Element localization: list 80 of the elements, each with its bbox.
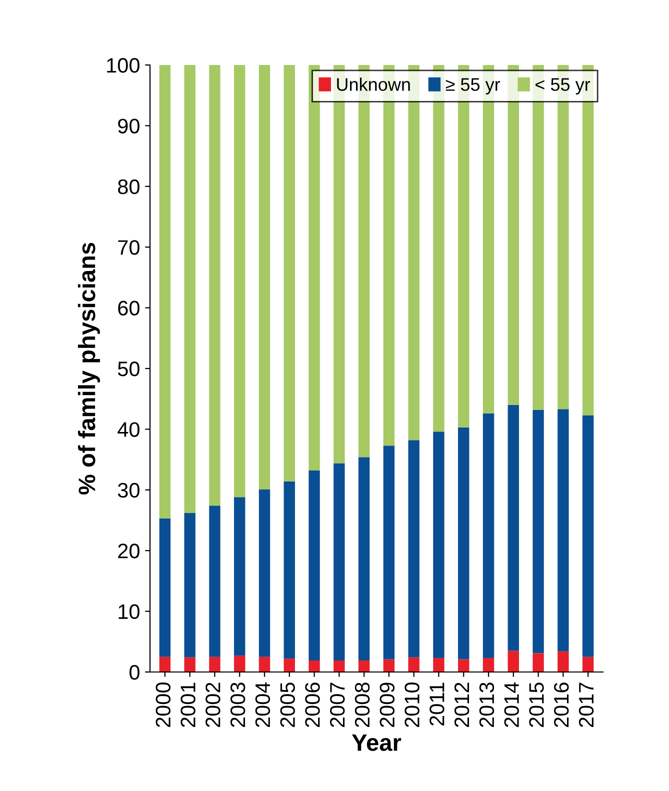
bar <box>234 65 246 498</box>
bar <box>582 656 594 672</box>
bar <box>482 658 494 672</box>
y-tick-label: 10 <box>118 604 140 620</box>
bar <box>234 497 246 656</box>
bar <box>334 463 345 660</box>
bar <box>508 404 519 651</box>
bar <box>258 656 270 672</box>
bar <box>284 658 295 672</box>
bar <box>458 659 470 672</box>
legend-label: ≥ 55 yr <box>446 78 500 94</box>
x-tick-label: 2012 <box>454 682 470 728</box>
bar <box>358 457 370 660</box>
bar <box>184 512 196 658</box>
bar <box>458 427 470 660</box>
x-tick-label: 2009 <box>380 682 395 728</box>
bar <box>383 446 395 660</box>
x-tick-label: 2000 <box>156 682 171 728</box>
bar <box>408 440 420 658</box>
bar <box>408 65 420 440</box>
bar <box>532 653 544 672</box>
bar <box>358 660 370 672</box>
x-tick-label: 2007 <box>330 682 345 728</box>
bar <box>408 657 420 672</box>
x-tick-label: 2006 <box>305 682 320 728</box>
bar <box>532 410 544 654</box>
bar <box>308 660 320 672</box>
bar <box>209 65 220 506</box>
bar <box>258 65 270 490</box>
bar <box>433 65 444 432</box>
x-axis-title: Year <box>352 734 402 751</box>
legend-label: Unknown <box>337 78 410 91</box>
x-tick-label: 2014 <box>504 682 519 728</box>
bar <box>433 658 444 672</box>
bar <box>184 65 196 513</box>
bar <box>209 656 220 672</box>
y-tick-label: 90 <box>118 118 140 134</box>
x-tick-label: 2002 <box>206 682 220 728</box>
x-tick-label: 2005 <box>280 682 295 728</box>
bar <box>558 651 569 672</box>
y-tick-label: 20 <box>118 544 140 558</box>
y-tick-label: 0 <box>130 665 140 680</box>
bar <box>284 65 295 482</box>
bar <box>308 65 320 470</box>
x-tick-label: 2003 <box>230 682 246 728</box>
y-tick-label: 80 <box>118 179 140 194</box>
x-tick-label: 2017 <box>578 682 594 728</box>
bar <box>334 660 345 672</box>
bar <box>209 506 220 657</box>
y-tick-label: 70 <box>118 240 140 255</box>
y-tick-label: 40 <box>118 422 140 437</box>
bar <box>159 656 171 672</box>
bar <box>159 518 171 657</box>
bar <box>508 650 519 672</box>
y-tick-label: 30 <box>118 482 140 498</box>
bar <box>258 489 270 657</box>
x-tick-label: 2001 <box>180 682 196 728</box>
bar <box>558 409 569 652</box>
bar <box>234 656 246 672</box>
x-tick-label: 2016 <box>554 682 569 728</box>
bar <box>582 415 594 657</box>
bar <box>284 481 295 659</box>
x-tick-label: 2011 <box>430 682 444 726</box>
x-tick-label: 2010 <box>404 682 420 728</box>
y-axis-title: % of family physicians <box>78 242 100 495</box>
x-tick-label: 2004 <box>255 682 270 728</box>
y-tick-label: 100 <box>107 58 140 73</box>
bar <box>308 470 320 660</box>
bar <box>433 432 444 658</box>
x-tick-label: 2015 <box>529 682 544 728</box>
x-tick-label: 2013 <box>479 682 494 728</box>
bar <box>532 65 544 410</box>
y-tick-label: 50 <box>118 362 140 376</box>
bar <box>159 65 171 518</box>
bar <box>482 413 494 658</box>
legend-label: < 55 yr <box>536 78 590 94</box>
bar <box>383 659 395 672</box>
y-tick-label: 60 <box>118 300 140 316</box>
x-tick-label: 2008 <box>354 682 370 728</box>
bar <box>184 657 196 672</box>
